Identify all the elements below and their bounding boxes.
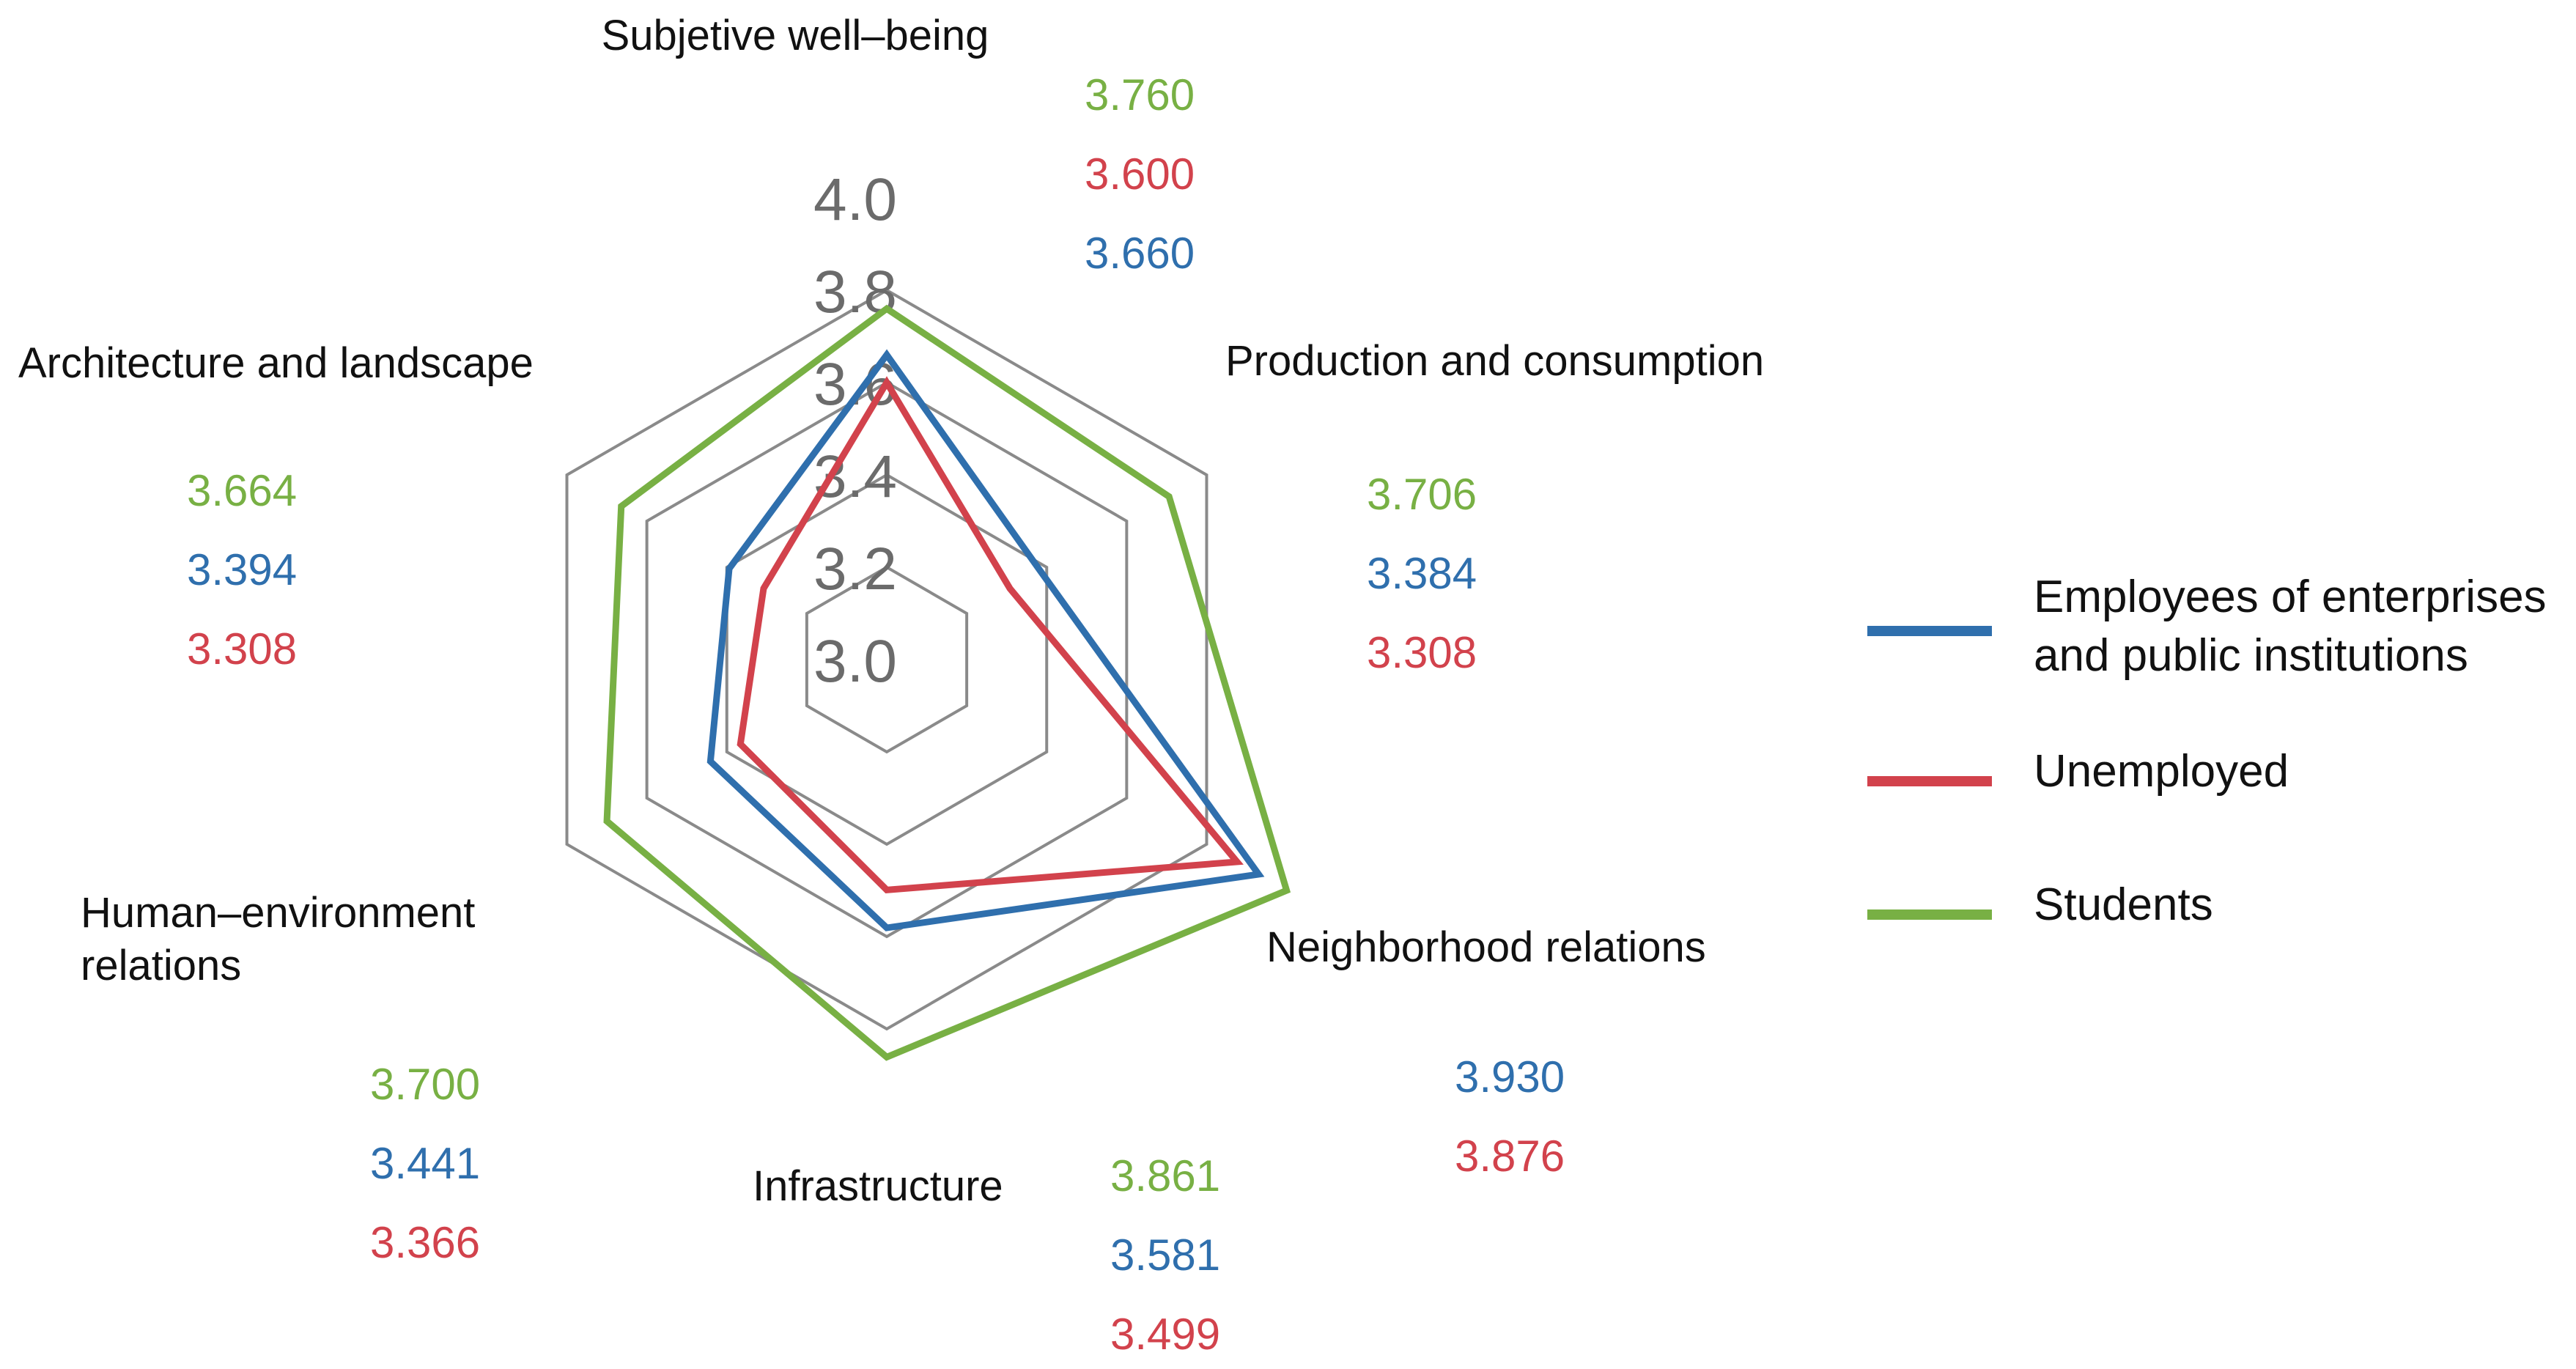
value-label: 3.700 (370, 1060, 480, 1109)
grid-ring-3 (645, 380, 1129, 939)
r-tick-label: 3.0 (813, 628, 897, 695)
value-label: 3.861 (1110, 1151, 1220, 1200)
r-tick-label: 3.8 (813, 259, 897, 325)
value-label: 3.308 (1367, 628, 1477, 677)
tick-layer: 3.03.23.43.63.84.0 (813, 166, 897, 695)
value-label: 3.664 (187, 466, 297, 515)
category-label: Subjetive well–being (602, 12, 989, 59)
value-label: 3.394 (187, 545, 297, 594)
series-line-2 (603, 304, 1291, 1061)
series-line-1 (737, 376, 1244, 894)
r-tick-label: 3.4 (813, 443, 897, 510)
legend-label: Unemployed (2034, 746, 2289, 797)
grid-ring-1 (805, 565, 969, 754)
grid-ring-4 (565, 288, 1208, 1031)
legend-label: and public institutions (2034, 630, 2468, 681)
value-label: 3.581 (1110, 1230, 1220, 1280)
value-labels: 3.760 3.600 3.660 3.706 3.384 3.308 3.930 3.876… (187, 70, 1565, 1359)
category-label: Architecture and landscape (18, 339, 534, 387)
value-label: 3.660 (1085, 229, 1195, 278)
category-label: Neighborhood relations (1266, 923, 1706, 971)
value-label: 3.308 (187, 624, 297, 674)
value-label: 3.384 (1367, 549, 1477, 598)
series-line-0 (706, 349, 1265, 931)
value-label: 3.760 (1085, 70, 1195, 119)
value-label: 3.600 (1085, 150, 1195, 199)
value-label: 3.366 (370, 1218, 480, 1267)
value-label: 3.706 (1367, 470, 1477, 519)
category-label: Human–environment (81, 889, 475, 937)
value-label: 3.441 (370, 1139, 480, 1188)
legend-label: Employees of enterprises (2034, 572, 2547, 622)
legend: Employees of enterprises and public insti… (1867, 572, 2547, 930)
value-label: 3.876 (1455, 1132, 1565, 1181)
r-tick-label: 3.2 (813, 536, 897, 602)
category-label: Production and consumption (1225, 337, 1764, 385)
r-tick-label: 4.0 (813, 166, 897, 233)
legend-label: Students (2034, 879, 2213, 930)
series-layer (603, 304, 1291, 1061)
category-labels: Subjetive well–being Production and consu… (18, 12, 1764, 1210)
category-label: relations (81, 942, 241, 989)
category-label: Infrastructure (753, 1162, 1003, 1210)
value-label: 3.499 (1110, 1310, 1220, 1359)
value-label: 3.930 (1455, 1052, 1565, 1102)
